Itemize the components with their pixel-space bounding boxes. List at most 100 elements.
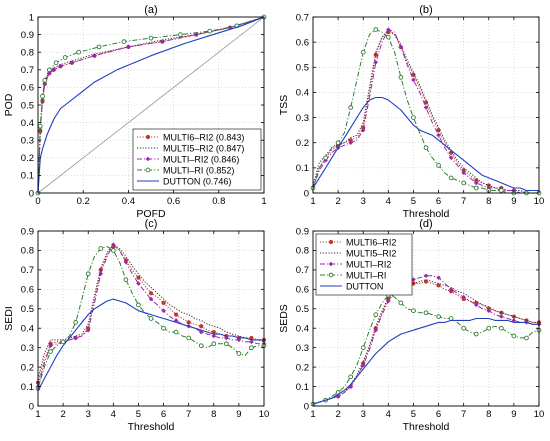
series-line <box>312 29 539 194</box>
x-tick-label: 10 <box>259 409 270 420</box>
data-point <box>48 343 53 349</box>
x-tick-label: 2 <box>335 409 340 420</box>
y-tick-label: 0.9 <box>21 30 34 41</box>
x-tick-label: 1 <box>310 196 315 207</box>
data-point <box>60 339 66 345</box>
series-line <box>312 317 539 405</box>
x-tick-label: 0.8 <box>212 196 225 207</box>
y-tick-label: 0.1 <box>21 171 34 182</box>
y-tick-label: 0.2 <box>296 362 309 373</box>
series-line <box>37 298 264 391</box>
data-point <box>486 308 492 314</box>
legend-item: MULTI–RI2 <box>320 259 391 269</box>
series-multi-ri <box>310 292 542 407</box>
series-multi-ri <box>310 27 542 196</box>
data-point <box>385 298 391 304</box>
legend-item: MULTI6–RI2 <box>320 237 396 247</box>
data-point <box>498 314 504 319</box>
x-tick-label: 9 <box>236 409 241 420</box>
plot-frame <box>37 230 265 407</box>
data-point <box>148 316 154 321</box>
data-point <box>423 105 429 110</box>
data-point <box>461 170 467 176</box>
legend-item: DUTTON <box>320 281 383 291</box>
y-tick-label: 0.2 <box>21 153 34 164</box>
x-tick-label: 8 <box>486 409 491 420</box>
y-tick-label: 0.2 <box>21 362 34 373</box>
data-point <box>360 127 366 133</box>
data-point <box>498 325 504 331</box>
chart-panel-b: 1 2 3 4 5 6 7 8 9 10 0 0.1 0.2 0.3 0.4 0.5 0.6 0.7 Thresho… <box>278 4 544 220</box>
y-tick-label: 0.6 <box>21 83 34 94</box>
x-tick-label: 4 <box>386 409 391 420</box>
data-point <box>373 327 379 333</box>
y-tick-label: 0 <box>29 401 34 412</box>
legend-marker <box>328 261 334 267</box>
data-point <box>436 275 441 281</box>
series-multi5-ri2 <box>312 29 539 194</box>
x-tick-label: 9 <box>511 409 516 420</box>
data-point <box>398 300 404 306</box>
legend-label: MULTI–RI2 <box>346 259 391 269</box>
series-line <box>37 16 265 194</box>
data-point <box>174 312 179 317</box>
x-tick-label: 0.2 <box>77 196 90 207</box>
y-tick-label: 0.7 <box>21 65 34 76</box>
data-point <box>123 259 129 265</box>
data-point <box>398 44 404 50</box>
y-tick-label: 0.3 <box>21 136 34 147</box>
legend-marker <box>145 167 151 173</box>
y-tick-label: 0.6 <box>21 285 34 296</box>
data-point <box>411 308 416 314</box>
data-point <box>360 49 366 55</box>
y-tick-label: 0.1 <box>21 382 34 393</box>
legend-marker <box>328 239 334 245</box>
x-tick-label: 10 <box>534 409 545 420</box>
x-tick-label: 8 <box>211 409 216 420</box>
data-point <box>249 339 254 345</box>
data-point <box>178 32 183 37</box>
data-point <box>473 331 479 337</box>
x-tick-label: 0.6 <box>167 196 180 207</box>
data-point <box>161 300 166 306</box>
legend-item: DUTTON (0.746) <box>137 176 231 186</box>
legend-item: MULTI–RI (0.852) <box>137 165 234 175</box>
data-point <box>85 327 91 333</box>
series-dutton <box>37 298 264 391</box>
legend-marker <box>328 272 334 278</box>
legend-item: MULTI5–RI2 (0.847) <box>137 143 244 153</box>
y-tick-label: 0.2 <box>296 138 309 149</box>
data-point <box>62 55 68 60</box>
plot-frame <box>312 230 540 407</box>
series-line <box>37 16 265 194</box>
y-tick-label: 0.3 <box>296 113 309 124</box>
data-point <box>223 341 229 347</box>
data-point <box>98 271 104 277</box>
legend-label: MULTI6–RI2 <box>346 237 396 247</box>
x-axis-label: Threshold <box>128 421 175 433</box>
x-tick-label: 0 <box>35 196 40 207</box>
data-point <box>126 44 131 50</box>
data-point <box>161 308 166 314</box>
series-multi5-ri2 <box>37 244 265 379</box>
data-point <box>448 286 454 292</box>
series-multi5-ri2 <box>312 279 539 405</box>
data-point <box>121 39 127 44</box>
x-axis-label: Threshold <box>403 208 450 220</box>
legend-label: DUTTON (0.746) <box>163 176 231 186</box>
data-point <box>473 302 479 308</box>
legend-marker <box>145 156 151 162</box>
x-tick-label: 10 <box>534 196 545 207</box>
chart-panel-c: 1 2 3 4 5 6 7 8 9 10 0 0.1 0.2 0.3 0.4 0.5 0.6 0.7 0.8 0.9 T… <box>3 218 269 433</box>
y-axis-label: SEDI <box>3 306 15 331</box>
x-tick-label: 1 <box>310 409 315 420</box>
y-tick-label: 0 <box>304 401 309 412</box>
data-point <box>186 320 191 325</box>
data-point <box>198 343 204 349</box>
data-point <box>448 175 454 181</box>
y-tick-label: 0.8 <box>21 48 34 59</box>
data-point <box>73 335 79 341</box>
data-point <box>436 132 441 138</box>
x-axis-label: Threshold <box>403 421 450 433</box>
x-tick-label: 6 <box>436 196 441 207</box>
